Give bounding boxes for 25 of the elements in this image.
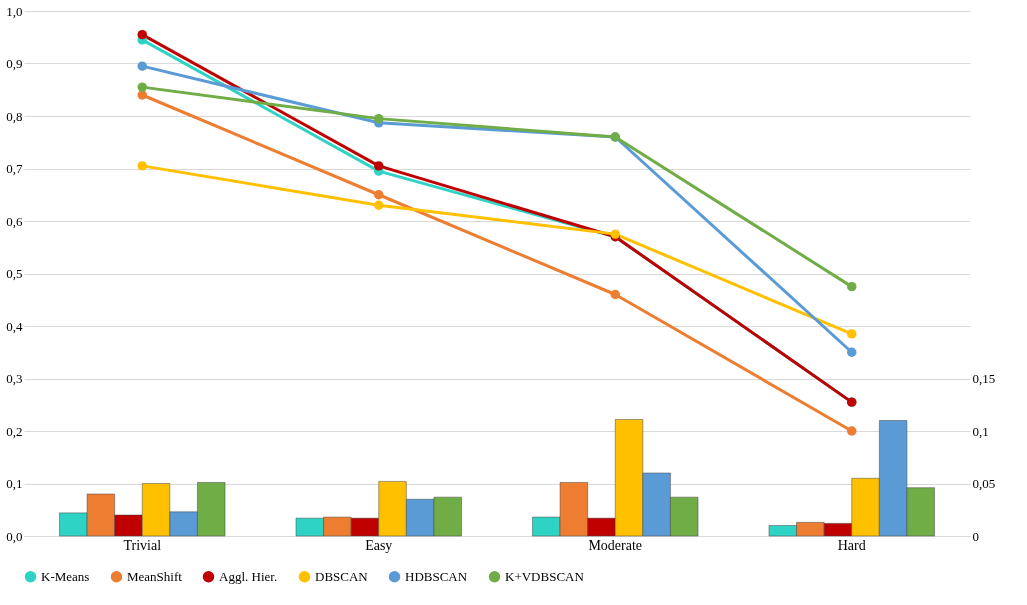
x-tick-label: Hard xyxy=(837,537,866,553)
y2-tick-label: 0,1 xyxy=(972,423,989,439)
legend-label: K-Means xyxy=(41,568,90,584)
legend-label: MeanShift xyxy=(127,568,183,584)
y-tick-label: 1,0 xyxy=(6,3,23,19)
legend-label: Aggl. Hier. xyxy=(219,568,278,584)
legend-label: HDBSCAN xyxy=(405,568,468,584)
y2-tick-label: 0 xyxy=(972,528,979,544)
x-tick-label: Trivial xyxy=(123,537,162,553)
y-tick-label: 0,1 xyxy=(6,476,23,491)
y-tick-label: 0,5 xyxy=(6,266,23,281)
y-tick-label: 0,4 xyxy=(6,318,23,334)
x-tick-label: Moderate xyxy=(588,537,643,553)
legend-label: K+VDBSCAN xyxy=(505,568,585,584)
y2-tick-label: 0,05 xyxy=(972,476,996,491)
y-tick-label: 0,3 xyxy=(6,371,23,386)
y-tick-label: 0,9 xyxy=(6,56,23,71)
y2-tick-label: 0,15 xyxy=(972,371,996,386)
x-tick-label: Easy xyxy=(365,537,393,553)
y-tick-label: 0,2 xyxy=(6,423,23,439)
y-tick-label: 0,8 xyxy=(6,108,23,124)
legend-label: DBSCAN xyxy=(315,568,369,584)
y-tick-label: 0,7 xyxy=(6,161,23,176)
y-tick-label: 0,0 xyxy=(6,528,23,544)
y-tick-label: 0,6 xyxy=(6,213,23,229)
